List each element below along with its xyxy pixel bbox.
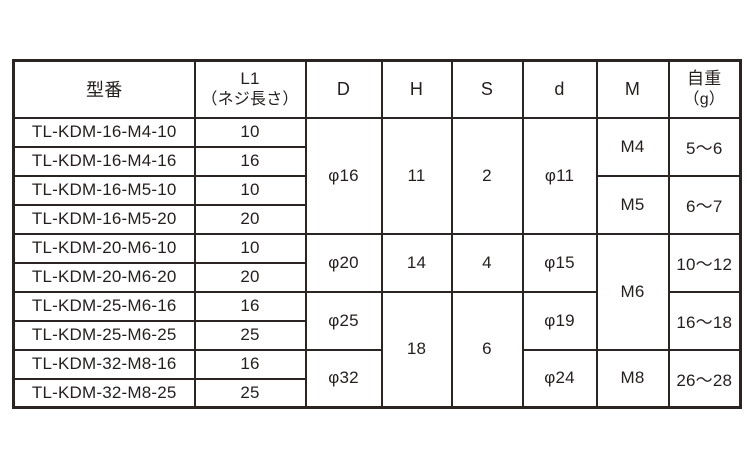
spec-cell: φ20 — [304, 232, 383, 293]
table-row: TL-KDM-25-M6-16 16 φ25 18 6 φ19 16〜18 — [12, 290, 742, 409]
spec-cell: φ15 — [521, 232, 598, 293]
table-row: TL-KDM-32-M8-16 16 φ32 φ24 M8 26〜28 — [12, 348, 742, 409]
col-header-d-lower: d — [521, 59, 598, 119]
spec-cell: φ16 — [304, 116, 383, 235]
col-header-m: M — [595, 59, 670, 119]
model-cell: TL-KDM-16-M4-16 — [12, 145, 196, 177]
spec-cell: φ25 — [304, 290, 383, 351]
spec-cell: 20 — [193, 203, 307, 235]
spec-cell: 16 — [193, 290, 307, 322]
table-row: TL-KDM-16-M5-10 10 M5 6〜7 — [12, 174, 742, 235]
col-header-weight-line2: （g） — [683, 90, 725, 108]
spec-cell: φ32 — [304, 348, 383, 409]
model-cell: TL-KDM-25-M6-16 — [12, 290, 196, 322]
col-header-s: S — [450, 59, 524, 119]
model-cell: TL-KDM-32-M8-25 — [12, 377, 196, 409]
spec-cell: 11 — [380, 116, 453, 235]
col-header-d-upper: D — [304, 59, 383, 119]
col-header-model: 型番 — [12, 59, 196, 119]
model-cell: TL-KDM-20-M6-10 — [12, 232, 196, 264]
spec-cell: 10 — [193, 116, 307, 148]
spec-cell: φ11 — [521, 116, 598, 235]
col-header-l1-line2: （ネジ長さ） — [201, 90, 299, 108]
spec-cell: 25 — [193, 377, 307, 409]
spec-cell: 6〜7 — [667, 174, 742, 235]
model-cell: TL-KDM-32-M8-16 — [12, 348, 196, 380]
table-row: TL-KDM-16-M4-10 10 φ16 11 2 φ11 M4 5〜6 — [12, 116, 742, 235]
table-row: TL-KDM-32-M8-25 25 — [12, 377, 741, 409]
table-row: TL-KDM-20-M6-10 10 φ20 14 4 φ15 M6 10〜12 — [12, 232, 742, 351]
col-header-h: H — [380, 59, 453, 119]
spec-cell: 6 — [450, 290, 524, 409]
spec-cell: 5〜6 — [667, 116, 742, 177]
spec-cell: M5 — [595, 174, 670, 235]
col-header-l1: L1 （ネジ長さ） — [193, 59, 307, 119]
model-cell: TL-KDM-20-M6-20 — [12, 261, 196, 293]
model-cell: TL-KDM-25-M6-25 — [12, 319, 196, 351]
spec-cell: 10 — [193, 232, 307, 264]
spec-cell: 25 — [193, 319, 307, 351]
spec-cell: 14 — [380, 232, 453, 293]
spec-cell: M4 — [595, 116, 670, 177]
model-cell: TL-KDM-16-M5-20 — [12, 203, 196, 235]
spec-cell: φ19 — [521, 290, 598, 351]
spec-table: 型番 L1 （ネジ長さ） D H S d M 自重 （g） TL-KDM-16-… — [12, 59, 742, 409]
spec-cell: 20 — [193, 261, 307, 293]
col-header-weight-line1: 自重 — [687, 68, 722, 88]
spec-table-head: 型番 L1 （ネジ長さ） D H S d M 自重 （g） — [12, 59, 742, 119]
col-header-l1-line1: L1 — [240, 68, 260, 88]
spec-cell: 16 — [193, 145, 307, 177]
spec-cell: 4 — [450, 232, 524, 293]
spec-cell: M6 — [595, 232, 670, 351]
spec-cell: 2 — [450, 116, 524, 235]
header-row: 型番 L1 （ネジ長さ） D H S d M 自重 （g） — [12, 59, 742, 119]
spec-cell: 16 — [193, 348, 307, 380]
table-row: TL-KDM-25-M6-25 25 — [12, 319, 741, 351]
table-row: TL-KDM-16-M4-16 16 — [12, 145, 741, 177]
col-header-weight: 自重 （g） — [667, 59, 742, 119]
spec-cell: 10 — [193, 174, 307, 206]
spec-table-body: TL-KDM-16-M4-10 10 φ16 11 2 φ11 M4 5〜6 TL-KDM-16… — [12, 116, 742, 409]
spec-cell: 26〜28 — [667, 348, 742, 409]
table-row: TL-KDM-20-M6-20 20 — [12, 261, 741, 293]
spec-cell: 18 — [380, 290, 453, 409]
model-cell: TL-KDM-16-M5-10 — [12, 174, 196, 206]
spec-cell: 10〜12 — [667, 232, 742, 293]
spec-cell: 16〜18 — [667, 290, 742, 351]
model-cell: TL-KDM-16-M4-10 — [12, 116, 196, 148]
spec-cell: φ24 — [521, 348, 598, 409]
spec-cell: M8 — [595, 348, 670, 409]
table-row: TL-KDM-16-M5-20 20 — [12, 203, 741, 235]
